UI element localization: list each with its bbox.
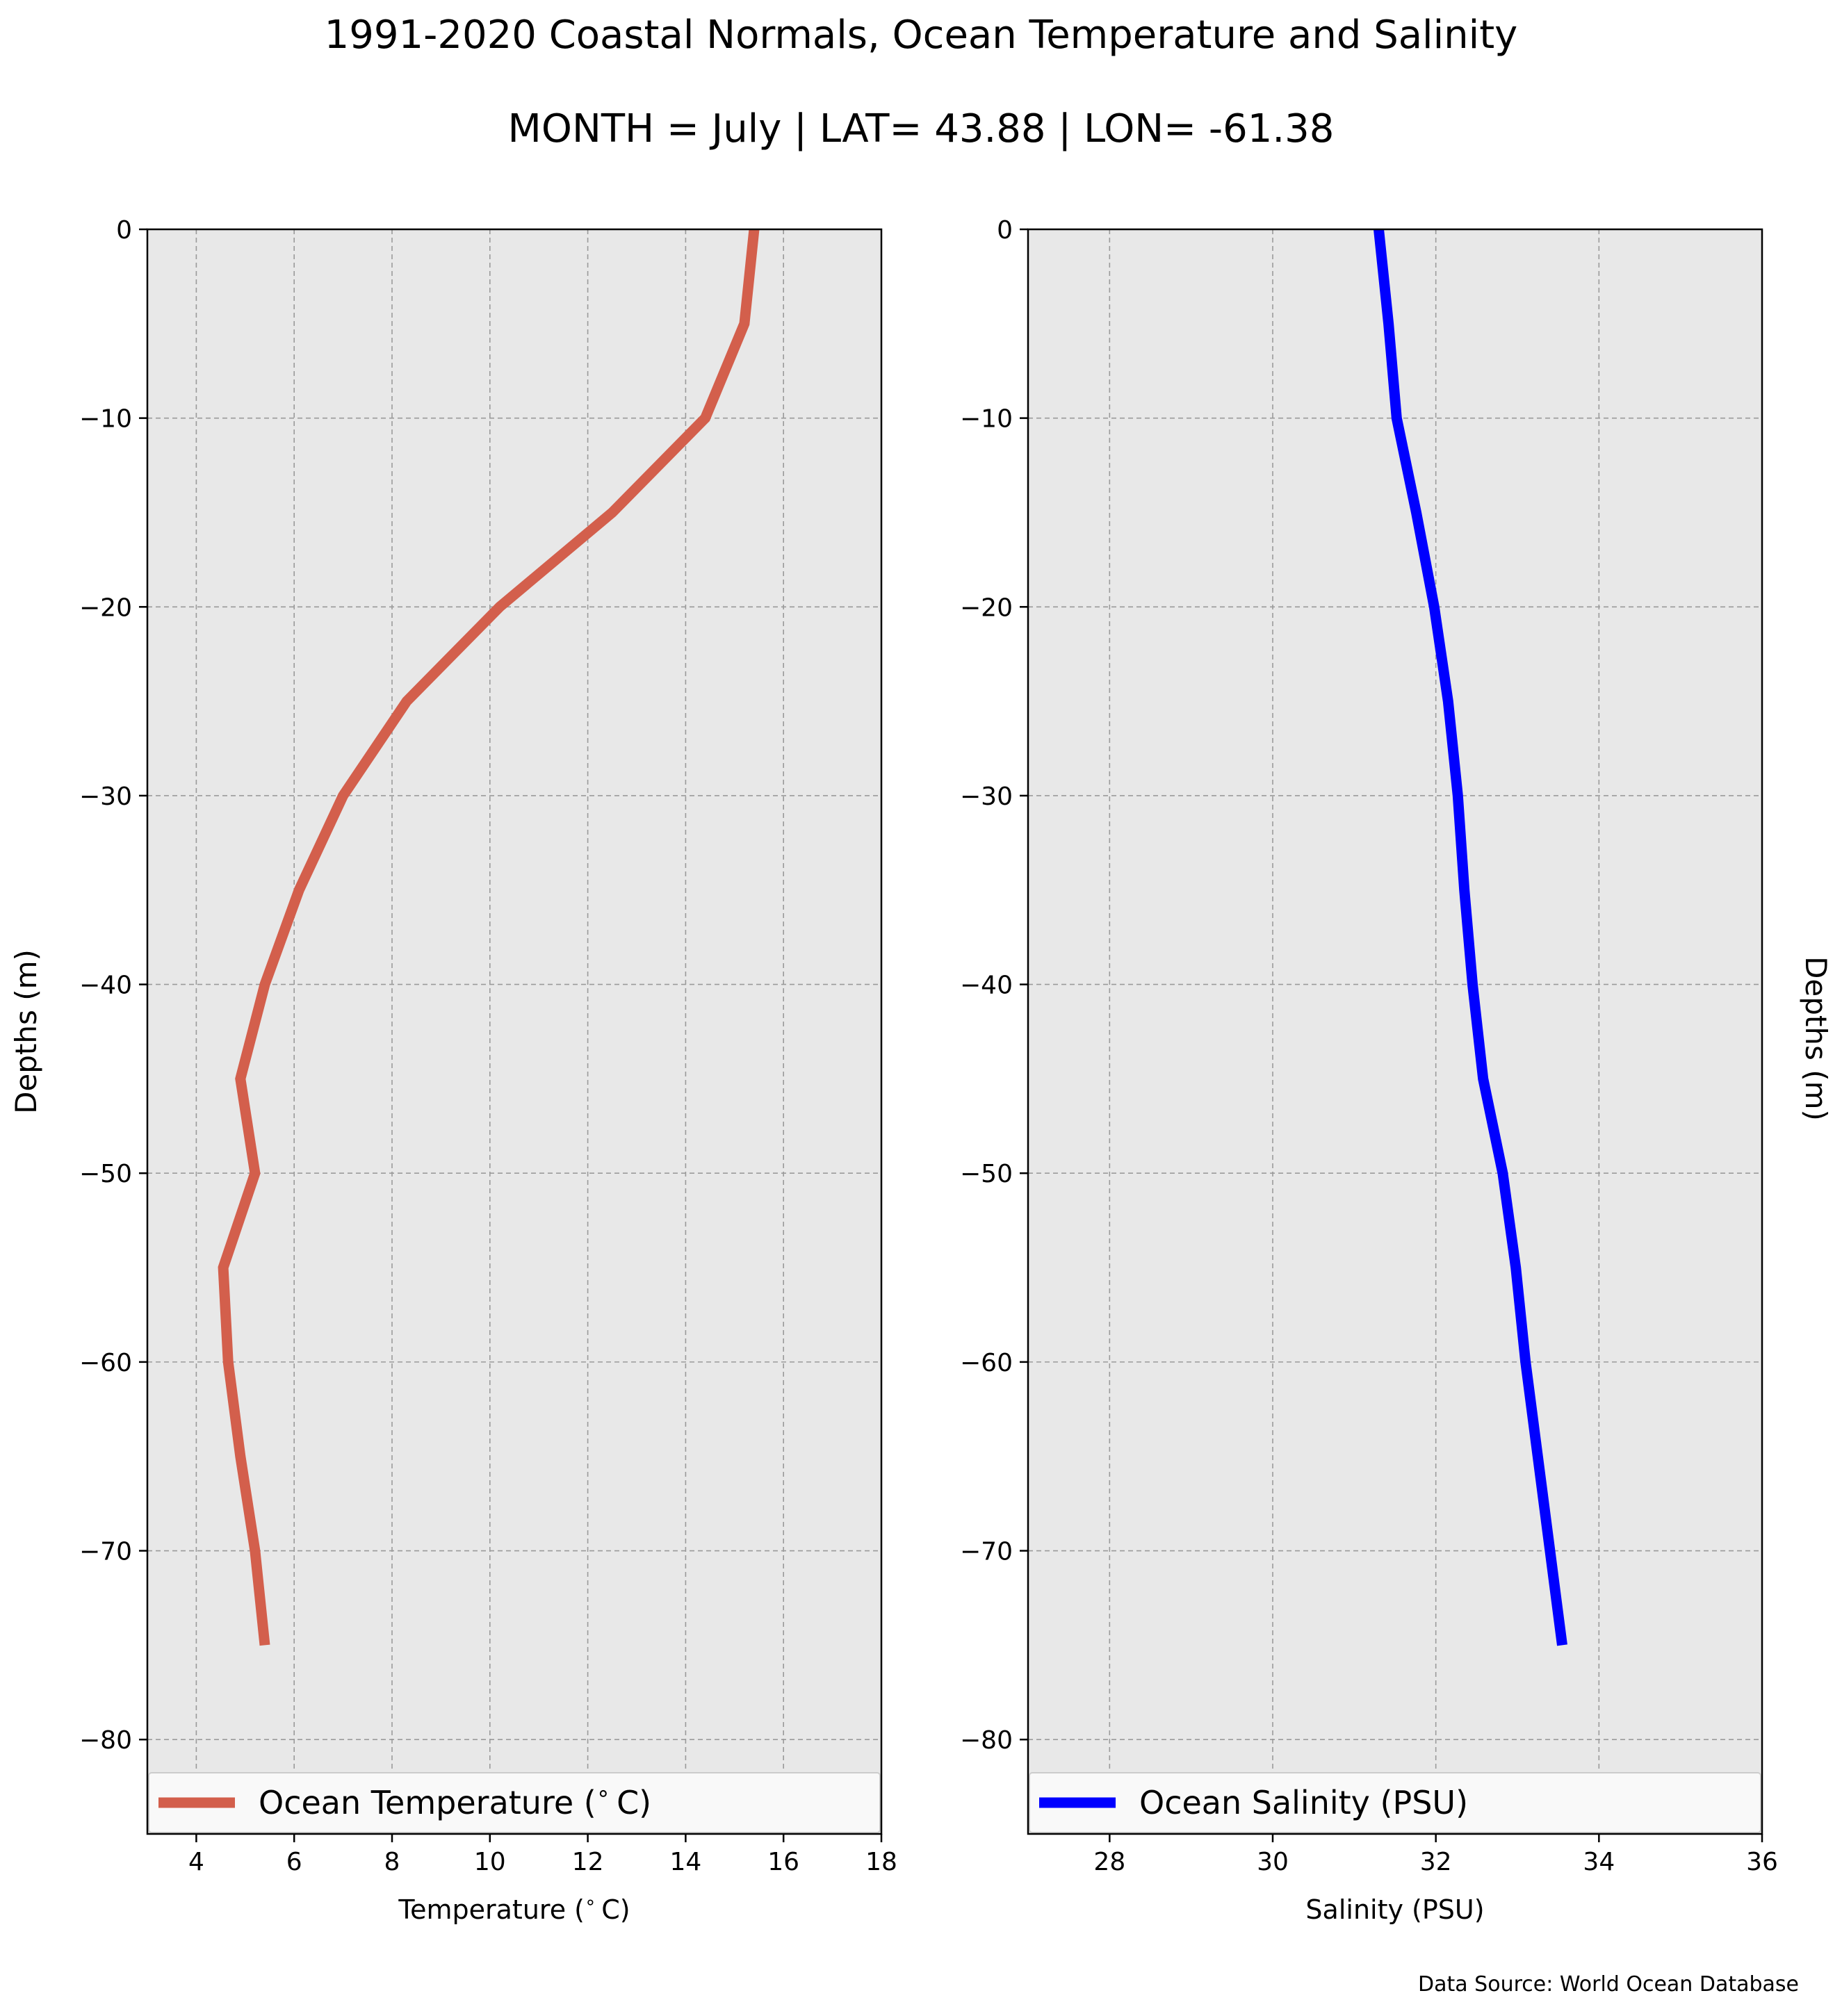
x-tick-label: 16 [767,1848,799,1876]
y-tick-label: −40 [960,972,1013,1000]
x-tick-label: 10 [474,1848,506,1876]
salinity-panel: Ocean Salinity (PSU) 28 30 32 34 36 0 −10 −20 −30… [960,216,1833,1925]
y-axis-label: Depths (m) [1799,956,1833,1121]
y-tick-label: −70 [79,1538,132,1566]
y-tick-label: −50 [79,1160,132,1188]
x-tick-label: 14 [669,1848,701,1876]
axes-frame [146,228,883,1835]
y-tick-label: −20 [79,593,132,622]
series-line [218,229,760,1646]
y-tick-label: −80 [79,1726,132,1755]
y-tick-label: −80 [960,1726,1013,1755]
x-axis-label: Salinity (PSU) [1305,1894,1484,1925]
y-tick-label: −10 [79,405,132,434]
data-source-note: Data Source: World Ocean Database [1418,1972,1799,1997]
x-tick-label: 32 [1420,1848,1452,1876]
y-tick-label: −20 [960,593,1013,622]
y-tick-label: −30 [960,782,1013,811]
y-tick-label: −60 [79,1349,132,1377]
temperature-panel: Ocean Temperature (∘ C) 4 6 8 10 12 14 16 18 0 −10… [9,216,897,1925]
y-tick-label: −30 [79,782,132,811]
x-tick-label: 4 [188,1848,204,1876]
y-axis-label: Depths (m) [9,949,43,1114]
legend-label: Ocean Salinity (PSU) [1139,1784,1468,1821]
x-axis-label: Temperature (∘ C) [398,1892,630,1926]
x-tick-label: 36 [1746,1848,1778,1876]
x-tick-label: 6 [286,1848,302,1876]
axes-frame [1027,228,1763,1835]
chart-title: 1991-2020 Coastal Normals, Ocean Tempera… [324,13,1518,58]
legend-label: Ocean Temperature (∘ C) [259,1780,651,1821]
plot-area [147,229,881,1834]
series-line [1374,229,1567,1646]
y-tick-label: −70 [960,1538,1013,1566]
legend-box [1029,1772,1761,1833]
legend-box [148,1772,881,1833]
x-tick-label: 34 [1583,1848,1615,1876]
x-tick-label: 18 [865,1848,897,1876]
y-tick-label: −50 [960,1160,1013,1188]
x-tick-label: 28 [1093,1848,1125,1876]
y-tick-label: −10 [960,405,1013,434]
plot-area [1028,229,1762,1834]
x-tick-label: 12 [572,1848,604,1876]
y-tick-label: −40 [79,972,132,1000]
x-tick-label: 30 [1257,1848,1289,1876]
chart-subtitle: MONTH = July | LAT= 43.88 | LON= -61.38 [507,106,1335,151]
x-tick-label: 8 [384,1848,400,1876]
y-tick-label: 0 [997,216,1013,245]
y-tick-label: 0 [116,216,132,245]
y-tick-label: −60 [960,1349,1013,1377]
